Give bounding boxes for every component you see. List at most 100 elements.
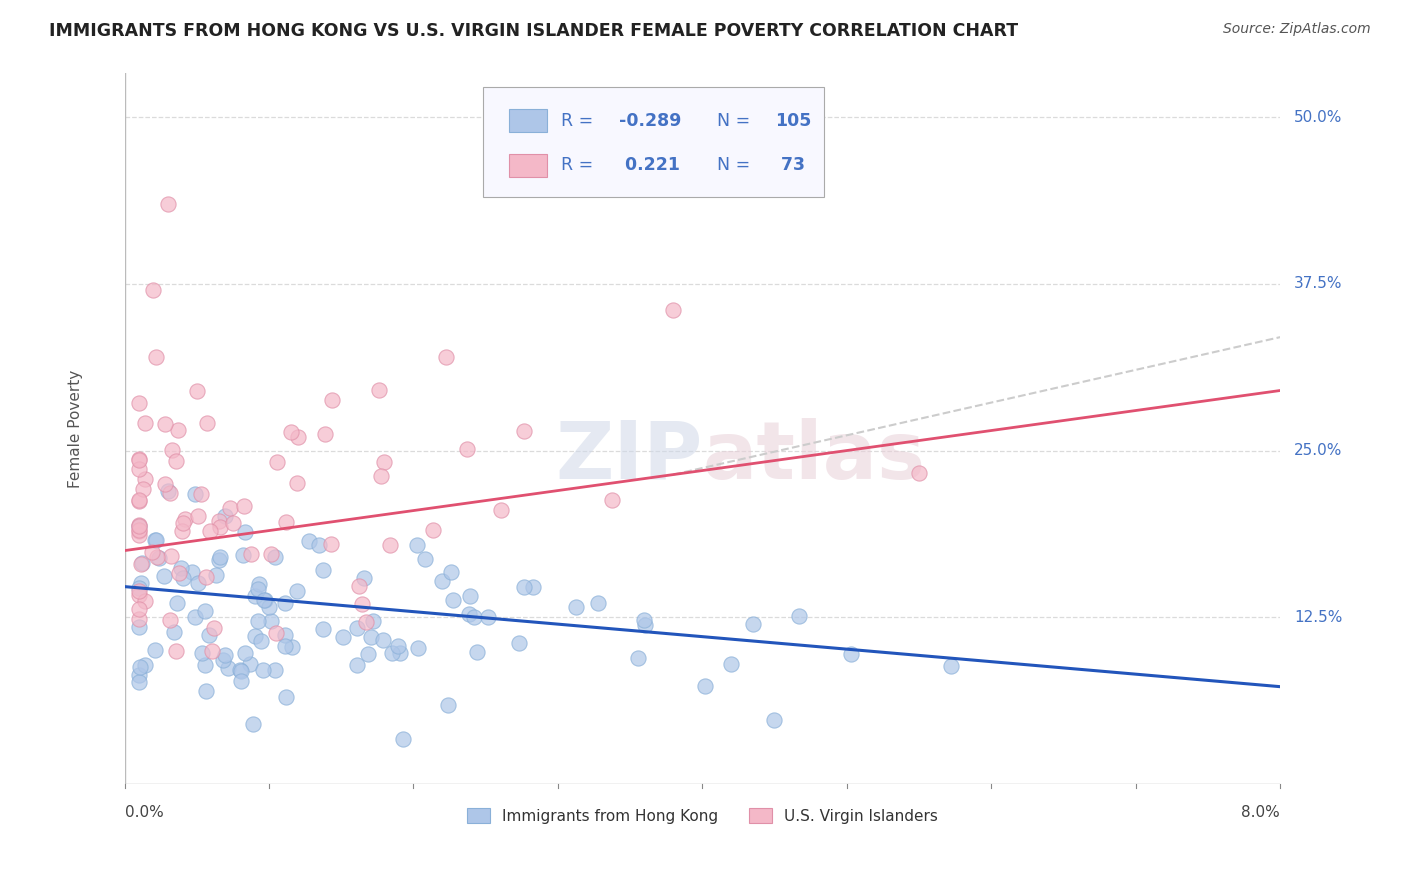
Point <box>128 675 150 690</box>
Point <box>274 596 297 610</box>
Point <box>219 501 242 516</box>
Point <box>440 565 463 579</box>
Point <box>235 525 257 540</box>
Point <box>370 468 392 483</box>
Point <box>250 634 273 648</box>
Point <box>183 610 205 624</box>
Point <box>434 350 457 364</box>
Point <box>513 425 536 439</box>
Point <box>467 645 489 659</box>
Point <box>146 550 169 565</box>
Point <box>202 621 225 635</box>
Point <box>463 609 485 624</box>
Point <box>243 590 266 604</box>
Point <box>441 593 464 607</box>
Point <box>254 593 277 607</box>
Point <box>195 683 218 698</box>
Point <box>627 651 650 665</box>
Point <box>155 417 177 431</box>
Text: R =: R = <box>561 156 599 175</box>
Point <box>128 524 150 538</box>
Point <box>456 442 478 456</box>
Point <box>565 599 588 614</box>
Point <box>128 453 150 467</box>
Point <box>172 571 194 585</box>
Point <box>193 604 215 618</box>
Point <box>373 455 395 469</box>
Point <box>259 547 281 561</box>
Point <box>208 552 231 566</box>
Point <box>152 569 174 583</box>
Point <box>131 556 153 570</box>
FancyBboxPatch shape <box>482 87 824 197</box>
Point <box>321 393 343 408</box>
Point <box>159 549 181 564</box>
Point <box>201 643 224 657</box>
Point <box>148 551 170 566</box>
Point <box>634 618 657 632</box>
Point <box>166 596 188 610</box>
Point <box>787 609 810 624</box>
Point <box>308 538 330 552</box>
Point <box>143 533 166 547</box>
Point <box>232 548 254 562</box>
Point <box>720 657 742 671</box>
Point <box>508 636 530 650</box>
Point <box>246 614 269 628</box>
Point <box>285 475 308 490</box>
Point <box>312 563 335 577</box>
Text: Female Poverty: Female Poverty <box>69 369 83 488</box>
Point <box>167 423 190 437</box>
Point <box>142 284 165 298</box>
Text: 73: 73 <box>775 156 806 175</box>
Point <box>128 667 150 681</box>
Point <box>274 690 297 705</box>
Point <box>165 453 187 467</box>
Point <box>156 483 179 498</box>
Point <box>489 503 512 517</box>
Point <box>165 643 187 657</box>
Text: N =: N = <box>717 156 756 175</box>
Point <box>458 589 481 603</box>
Point <box>128 492 150 507</box>
Point <box>128 451 150 466</box>
Point <box>363 614 385 628</box>
Point <box>128 581 150 595</box>
Point <box>273 639 295 653</box>
Point <box>266 626 288 640</box>
Point <box>285 584 308 599</box>
Point <box>128 494 150 508</box>
Point <box>170 524 193 538</box>
Point <box>287 430 309 444</box>
Point <box>274 627 297 641</box>
Point <box>522 580 544 594</box>
Point <box>458 607 481 621</box>
Point <box>128 517 150 532</box>
Point <box>346 622 368 636</box>
Point <box>367 383 389 397</box>
Point <box>129 557 152 571</box>
Point <box>257 600 280 615</box>
Point <box>208 520 231 534</box>
Point <box>212 653 235 667</box>
Point <box>159 485 181 500</box>
FancyBboxPatch shape <box>509 109 547 132</box>
Point <box>321 537 343 551</box>
Point <box>436 698 458 712</box>
Point <box>266 455 288 469</box>
Point <box>200 524 222 538</box>
Point <box>763 714 786 728</box>
Point <box>378 538 401 552</box>
Point <box>742 617 765 632</box>
Point <box>145 643 167 657</box>
Point <box>260 614 283 628</box>
Point <box>159 613 181 627</box>
Point <box>172 516 194 530</box>
Point <box>141 545 163 559</box>
Point <box>128 612 150 626</box>
Point <box>190 486 212 500</box>
Text: 105: 105 <box>775 112 811 129</box>
Point <box>392 732 415 747</box>
Point <box>173 512 195 526</box>
Point <box>134 657 156 672</box>
